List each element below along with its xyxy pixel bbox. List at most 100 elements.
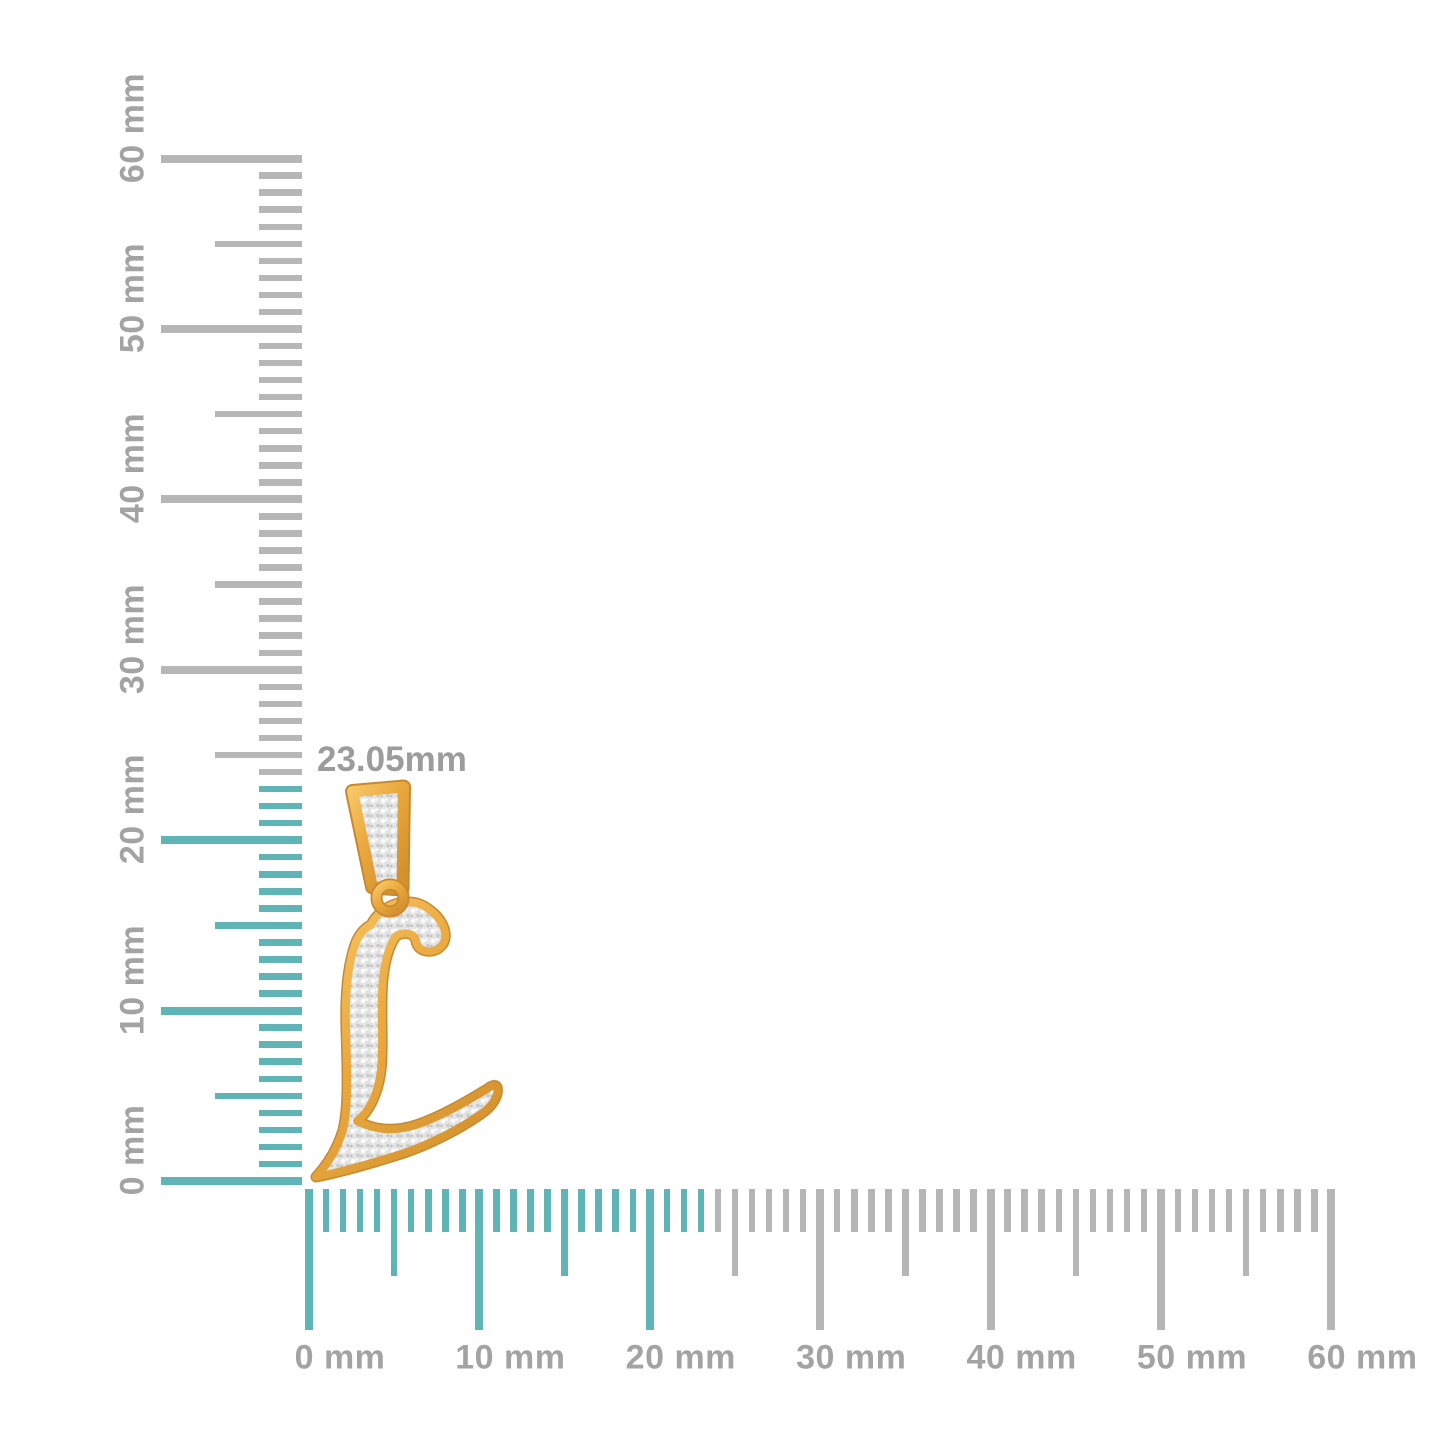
h-ruler-label-40mm: 40 mm [966,1338,1077,1377]
v-ruler-tick-60mm [160,154,302,163]
h-ruler-tick-16mm [578,1189,585,1232]
v-ruler-label-0mm: 0 mm [113,1104,152,1196]
h-ruler-tick-49mm [1140,1189,1148,1232]
v-ruler-tick-16mm [258,905,302,912]
v-ruler-tick-43mm [258,445,302,452]
h-ruler-label-30mm: 30 mm [796,1338,907,1377]
v-ruler-tick-8mm [258,1041,302,1048]
h-ruler-tick-8mm [442,1189,449,1232]
h-ruler-tick-55mm [1242,1189,1250,1276]
v-ruler-tick-23mm [258,785,302,793]
h-ruler-tick-1mm [322,1189,330,1232]
v-ruler-label-10mm: 10 mm [113,924,152,1035]
h-ruler-tick-2mm [339,1189,347,1232]
h-ruler-tick-57mm [1277,1189,1284,1232]
v-ruler-tick-22mm [258,802,302,810]
h-ruler-tick-21mm [663,1189,671,1232]
v-ruler-tick-7mm [258,1058,302,1065]
h-ruler-tick-20mm [645,1189,654,1330]
h-ruler-tick-38mm [953,1189,960,1232]
h-ruler-tick-59mm [1311,1189,1318,1232]
h-ruler-tick-24mm [714,1189,722,1232]
h-ruler-tick-51mm [1174,1189,1182,1232]
h-ruler-tick-10mm [475,1189,484,1330]
h-ruler-tick-54mm [1225,1189,1233,1232]
v-ruler-label-50mm: 50 mm [113,242,152,354]
h-ruler-tick-4mm [373,1189,381,1232]
v-ruler-tick-54mm [258,257,302,265]
v-ruler-tick-50mm [160,325,302,333]
h-ruler-tick-0mm [305,1189,313,1330]
h-ruler-tick-42mm [1021,1189,1028,1232]
h-ruler-tick-28mm [782,1189,790,1232]
h-ruler-label-20mm: 20 mm [625,1338,736,1377]
h-ruler-tick-19mm [629,1189,636,1232]
h-ruler-tick-47mm [1106,1189,1114,1232]
v-ruler-tick-25mm [214,751,302,759]
v-ruler-tick-2mm [258,1143,302,1151]
h-ruler-tick-12mm [510,1189,517,1232]
h-ruler-tick-14mm [544,1189,551,1232]
v-ruler-tick-5mm [214,1092,302,1100]
h-ruler-tick-6mm [407,1189,415,1232]
h-ruler-tick-7mm [425,1189,432,1232]
dimension-label: 23.05mm [317,740,467,779]
bail-diamond-pave [347,781,409,895]
v-ruler-tick-20mm [160,836,302,845]
h-ruler-tick-36mm [919,1189,926,1232]
v-ruler-tick-37mm [258,547,302,554]
h-ruler-tick-40mm [986,1189,995,1330]
v-ruler-tick-9mm [258,1024,302,1031]
h-ruler-tick-53mm [1208,1189,1216,1232]
h-ruler-tick-15mm [561,1189,568,1276]
pendant-letter-l [310,896,503,1183]
v-ruler-label-20mm: 20 mm [113,754,152,865]
v-ruler-label-60mm: 60 mm [113,72,152,183]
h-ruler-tick-60mm [1327,1189,1336,1330]
v-ruler-tick-4mm [258,1109,302,1117]
v-ruler-tick-40mm [160,495,302,504]
h-ruler-tick-39mm [970,1189,977,1232]
h-ruler-tick-17mm [595,1189,602,1232]
v-ruler-tick-24mm [258,768,302,776]
v-ruler-tick-0mm [160,1177,302,1185]
v-ruler-label-30mm: 30 mm [113,583,152,694]
v-ruler-tick-17mm [258,888,302,895]
v-ruler-tick-26mm [258,734,302,742]
v-ruler-tick-11mm [258,990,302,997]
v-ruler-tick-35mm [214,581,302,588]
h-ruler-tick-44mm [1055,1189,1062,1232]
v-ruler-tick-55mm [214,240,302,248]
v-ruler-tick-29mm [258,683,302,691]
v-ruler-tick-34mm [258,598,302,605]
h-ruler-label-0mm: 0 mm [294,1338,386,1377]
v-ruler-tick-46mm [258,393,302,401]
h-ruler-tick-23mm [697,1189,705,1232]
h-ruler-label-10mm: 10 mm [455,1338,566,1377]
h-ruler-tick-3mm [356,1189,364,1232]
v-ruler-tick-57mm [258,206,302,213]
pendant-ring [370,878,410,918]
h-ruler-label-60mm: 60 mm [1307,1338,1418,1377]
v-ruler-tick-19mm [258,853,302,861]
h-ruler-tick-46mm [1089,1189,1097,1232]
h-ruler-tick-34mm [885,1189,892,1232]
v-ruler-tick-59mm [258,172,302,179]
h-ruler-tick-18mm [612,1189,619,1232]
h-ruler-tick-33mm [868,1189,875,1232]
h-ruler-tick-25mm [731,1189,739,1276]
v-ruler-tick-21mm [258,819,302,827]
h-ruler-label-50mm: 50 mm [1136,1338,1248,1377]
h-ruler-tick-56mm [1259,1189,1267,1232]
v-ruler-tick-27mm [258,717,302,725]
v-ruler-tick-1mm [258,1160,302,1168]
v-ruler-tick-10mm [160,1006,302,1015]
h-ruler-tick-22mm [680,1189,688,1232]
v-ruler-tick-3mm [258,1126,302,1134]
v-ruler-tick-52mm [258,291,302,299]
v-ruler-tick-51mm [258,308,302,316]
h-ruler-tick-48mm [1123,1189,1131,1232]
h-ruler-tick-31mm [833,1189,841,1232]
v-ruler-tick-41mm [258,479,302,486]
h-ruler-tick-41mm [1004,1189,1011,1232]
